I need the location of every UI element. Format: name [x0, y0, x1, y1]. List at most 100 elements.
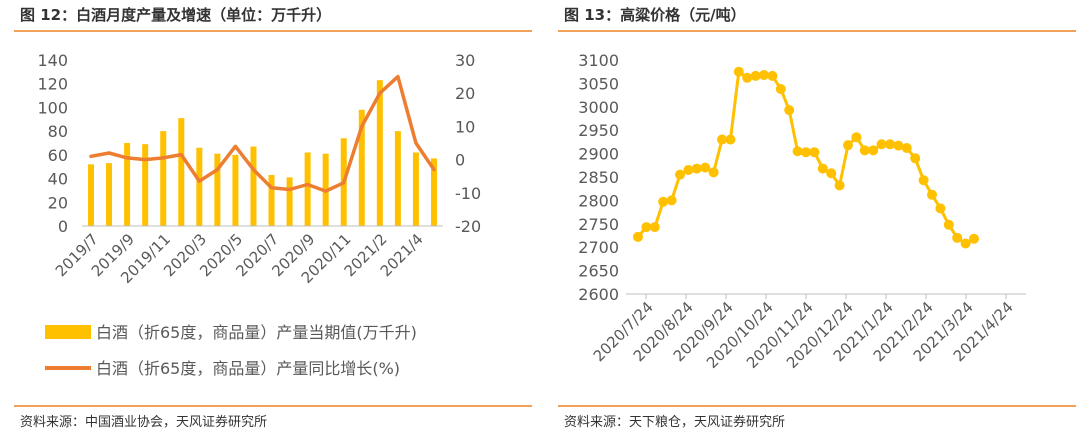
price-point — [767, 70, 778, 81]
price-point — [859, 145, 870, 156]
y-tick-label: 3050 — [578, 74, 619, 93]
y-left-tick-label: 60 — [48, 146, 68, 165]
price-point — [817, 163, 828, 174]
y-tick-label: 2950 — [578, 121, 619, 140]
legend-swatch-bar — [45, 325, 91, 339]
bar-2020/6 — [250, 146, 257, 226]
left-source: 资料来源：中国酒业协会，天风证券研究所 — [20, 415, 268, 430]
bar-2019/8 — [106, 163, 113, 226]
bar-2019/10 — [142, 144, 149, 226]
price-point — [683, 164, 694, 175]
price-point — [691, 163, 702, 174]
price-point — [675, 169, 685, 180]
right-bottom-rule — [558, 405, 1076, 407]
price-point — [851, 132, 862, 143]
y-tick-label: 2700 — [578, 238, 619, 257]
price-point — [725, 134, 736, 145]
right-chart-title: 图 13：高粱价格（元/吨） — [564, 6, 746, 24]
y-right-tick-label: 0 — [455, 151, 465, 170]
price-point — [641, 222, 652, 233]
y-left-tick-label: 0 — [58, 217, 68, 236]
liquor-production-chart: 020406080100120140-20-1001020302019/7201… — [37, 51, 481, 378]
price-point — [784, 105, 795, 116]
legend-label-line: 白酒（折65度，商品量）产量同比增长(%) — [96, 359, 400, 378]
price-point — [759, 69, 769, 80]
y-right-tick-label: 30 — [455, 51, 475, 70]
bar-2019/11 — [160, 131, 167, 226]
price-point — [700, 162, 711, 173]
bar-2021/2 — [376, 80, 383, 227]
y-tick-label: 2850 — [578, 168, 619, 187]
price-point — [876, 139, 887, 150]
bar-2020/8 — [286, 177, 293, 226]
bar-2019/12 — [178, 118, 185, 226]
y-left-tick-label: 20 — [48, 193, 68, 212]
bar-2019/7 — [88, 164, 95, 226]
y-left-tick-label: 120 — [37, 75, 68, 94]
price-point — [792, 146, 803, 157]
y-tick-label: 2600 — [578, 285, 619, 304]
bar-2020/12 — [358, 109, 365, 226]
price-point — [910, 153, 921, 164]
sorghum-price-chart: 2600 2650 2700 2750 2800 2850 2900 2950 3000 3050… — [578, 51, 1026, 372]
y-tick-label: 3000 — [578, 98, 619, 117]
right-panel: 图 13：高粱价格（元/吨） 2600 2650 2700 2750 2800 2850 2… — [544, 0, 1080, 434]
left-top-rule — [14, 30, 532, 32]
price-point — [633, 231, 643, 242]
bar-2020/9 — [304, 152, 311, 226]
price-point — [901, 142, 912, 153]
right-top-rule — [558, 30, 1076, 32]
y-tick-label: 2900 — [578, 145, 619, 164]
left-bottom-rule — [14, 405, 532, 407]
y-tick-label: 2650 — [578, 262, 619, 281]
price-point — [843, 140, 853, 151]
price-point — [733, 66, 744, 77]
price-point — [666, 195, 677, 206]
price-line — [636, 70, 975, 245]
y-tick-label: 3100 — [578, 51, 619, 70]
left-panel: 图 12：白酒月度产量及增速（单位：万千升） 0 20 40 60 80 100 120 14… — [0, 0, 536, 434]
y-right-tick-label: 20 — [455, 84, 475, 103]
price-point — [826, 168, 837, 179]
price-point — [750, 70, 761, 81]
y-right-tick-label: -20 — [455, 217, 481, 236]
y-tick-label: 2800 — [578, 191, 619, 210]
price-point — [952, 232, 963, 243]
price-point — [960, 238, 971, 249]
bar-2019/9 — [124, 143, 131, 226]
price-point — [708, 167, 719, 178]
bar-2021/5 — [430, 158, 437, 226]
price-point — [658, 196, 669, 207]
bar-2020/4 — [214, 153, 221, 226]
y-tick-label: 2750 — [578, 215, 619, 234]
bar-2021/4 — [412, 152, 419, 226]
price-point — [893, 140, 904, 151]
y-left-tick-label: 100 — [37, 98, 68, 117]
price-point — [809, 147, 820, 158]
price-point — [943, 219, 954, 230]
price-point — [775, 84, 786, 95]
y-left-tick-label: 40 — [48, 170, 68, 189]
price-point — [717, 134, 727, 145]
y-left-tick-label: 80 — [48, 122, 68, 141]
y-left-tick-label: 140 — [37, 51, 68, 70]
bar-2021/3 — [394, 131, 401, 226]
y-right-tick-label: -10 — [455, 184, 481, 203]
price-point — [885, 139, 895, 150]
price-point — [742, 72, 753, 83]
growth-line — [89, 74, 436, 193]
price-point — [649, 222, 660, 233]
price-point — [935, 203, 946, 214]
price-point — [834, 180, 845, 191]
left-chart-title: 图 12：白酒月度产量及增速（单位：万千升） — [20, 6, 332, 24]
y-right-tick-label: 10 — [455, 117, 475, 136]
bar-2020/5 — [232, 154, 239, 226]
legend-label-bar: 白酒（折65度，商品量）产量当期值(万千升) — [96, 323, 417, 342]
right-source: 资料来源：天下粮仓，天风证券研究所 — [564, 415, 786, 430]
price-point — [969, 233, 979, 244]
price-point — [868, 145, 879, 156]
price-point — [801, 147, 811, 158]
bar-2020/3 — [196, 147, 203, 226]
price-point — [918, 175, 929, 186]
bar-2020/7 — [268, 175, 275, 226]
